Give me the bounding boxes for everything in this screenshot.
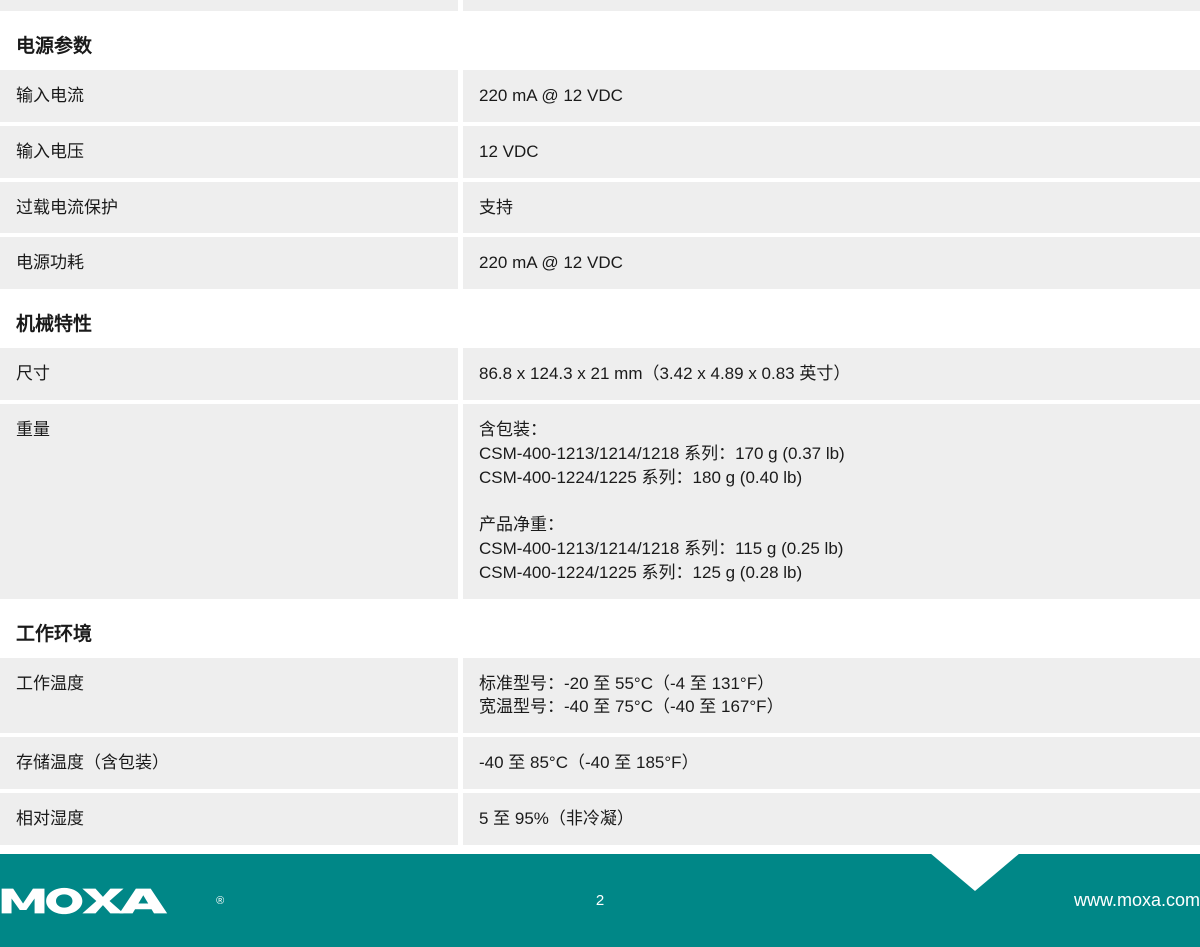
spec-label: 工作温度 [0,658,458,734]
spec-label: 电源功耗 [0,237,458,289]
table-row: 输入电压 12 VDC [0,126,1200,178]
footer-notch-triangle [930,853,1020,891]
spec-value: 86.8 x 124.3 x 21 mm（3.42 x 4.89 x 0.83 … [463,348,1200,400]
section-header-power: 电源参数 [0,15,1200,70]
page-number: 2 [596,892,604,909]
spec-label: 相对湿度 [0,793,458,845]
table-row: 重量 含包装： CSM-400-1213/1214/1218 系列：170 g … [0,404,1200,599]
page-footer: ® 2 www.moxa.com [0,854,1200,947]
moxa-logo-icon [0,887,214,915]
spec-label: 输入电流 [0,70,458,122]
registered-mark: ® [216,895,224,907]
table-row: 工作温度 标准型号：-20 至 55°C（-4 至 131°F） 宽温型号：-4… [0,658,1200,734]
spec-label: 尺寸 [0,348,458,400]
table-row: 电源功耗 220 mA @ 12 VDC [0,237,1200,289]
table-row: 相对湿度 5 至 95%（非冷凝） [0,793,1200,845]
table-row: 输入电流 220 mA @ 12 VDC [0,70,1200,122]
website-url: www.moxa.com [1074,890,1200,911]
partial-row-top [0,0,1200,11]
spec-value: 支持 [463,182,1200,234]
section-header-mechanical: 机械特性 [0,293,1200,348]
table-row: 存储温度（含包装） -40 至 85°C（-40 至 185°F） [0,737,1200,789]
table-row: 过载电流保护 支持 [0,182,1200,234]
spec-value: 12 VDC [463,126,1200,178]
spec-table-content: 电源参数 输入电流 220 mA @ 12 VDC 输入电压 12 VDC 过载… [0,0,1200,845]
spec-value: 220 mA @ 12 VDC [463,237,1200,289]
spec-value: 标准型号：-20 至 55°C（-4 至 131°F） 宽温型号：-40 至 7… [463,658,1200,734]
spec-value: 5 至 95%（非冷凝） [463,793,1200,845]
spec-value: 220 mA @ 12 VDC [463,70,1200,122]
spec-label: 输入电压 [0,126,458,178]
section-header-environment: 工作环境 [0,603,1200,658]
spec-value: -40 至 85°C（-40 至 185°F） [463,737,1200,789]
brand-logo: ® [0,887,224,915]
table-row: 尺寸 86.8 x 124.3 x 21 mm（3.42 x 4.89 x 0.… [0,348,1200,400]
spec-label: 重量 [0,404,458,599]
spec-label: 存储温度（含包装） [0,737,458,789]
spec-value: 含包装： CSM-400-1213/1214/1218 系列：170 g (0.… [463,404,1200,599]
spec-label: 过载电流保护 [0,182,458,234]
